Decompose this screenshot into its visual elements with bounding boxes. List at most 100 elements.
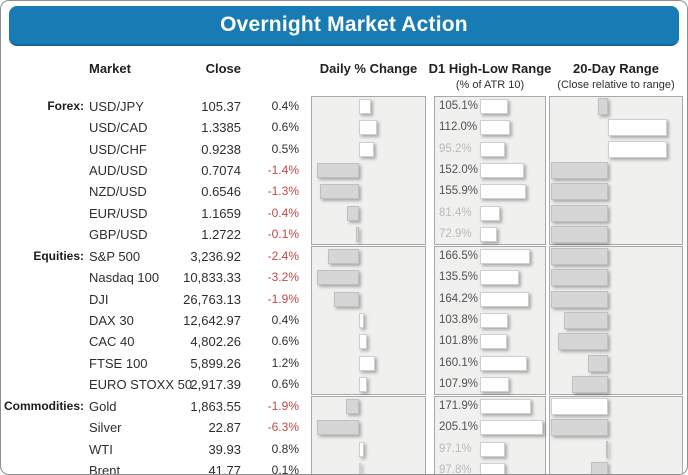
d1-range-label: 95.2% (439, 142, 472, 155)
d1-range-label: 101.8% (439, 335, 479, 348)
market-label: EURO STOXX 50 (89, 376, 193, 392)
column-header-close: Close (205, 61, 241, 76)
pct-value: 0.6% (271, 120, 299, 135)
d1-range-label: 97.1% (439, 442, 472, 455)
daily-change-bar (317, 420, 359, 436)
daily-change-bar (359, 441, 365, 457)
d1-range-label: 160.1% (439, 356, 479, 369)
close-value: 22.87 (208, 420, 241, 436)
close-value: 1.3385 (201, 120, 241, 136)
pct-value: 0.6% (271, 334, 299, 349)
pct-value: -1.4% (267, 162, 299, 177)
market-label: GBP/USD (89, 226, 148, 242)
title-banner: Overnight Market Action (9, 6, 679, 46)
d1-range-bar (480, 313, 508, 329)
market-label: DJI (89, 291, 109, 307)
d1-range-label: 166.5% (439, 250, 479, 262)
pct-value: 0.8% (271, 441, 299, 456)
market-label: USD/CHF (89, 141, 147, 157)
daily-change-bar (317, 270, 359, 286)
section-label: Commodities: (3, 399, 84, 413)
daily-change-bar (356, 226, 359, 242)
daily-change-chart (311, 396, 426, 474)
market-label: CAC 40 (89, 334, 135, 350)
daily-change-bar (359, 120, 377, 136)
page-title: Overnight Market Action (220, 13, 468, 36)
range20-bar (551, 419, 608, 437)
d1-range-bar (480, 355, 528, 371)
close-value: 0.9238 (201, 141, 241, 157)
close-value: 26,763.13 (183, 291, 241, 307)
range20-bar (608, 119, 668, 137)
close-value: 105.37 (201, 99, 241, 114)
daily-change-bar (346, 399, 359, 415)
column-header-20day-range: 20-Day Range (573, 61, 659, 76)
daily-change-bar (359, 313, 365, 329)
daily-change-bar (359, 141, 374, 157)
pct-value: -1.3% (267, 184, 299, 199)
close-value: 4,802.26 (190, 334, 241, 350)
pct-value: 0.4% (271, 99, 299, 113)
d1-range-label: 97.8% (439, 463, 472, 475)
column-subheader-20day-range: (Close relative to range) (557, 79, 675, 91)
range20-bar (597, 98, 608, 116)
daily-change-bar (320, 184, 359, 200)
d1-range-label: 105.1% (439, 100, 479, 112)
column-header-d1-range: D1 High-Low Range (428, 61, 552, 76)
range20-bar (551, 269, 608, 287)
range20-bar (588, 354, 608, 372)
market-label: NZD/USD (89, 184, 147, 200)
d1-range-bar (480, 463, 506, 474)
close-value: 1.1659 (201, 205, 241, 221)
pct-value: 0.4% (271, 312, 299, 327)
column-header-daily-change: Daily % Change (319, 61, 418, 76)
daily-change-chart (311, 246, 426, 395)
range20-bar (563, 312, 608, 330)
d1-range-label: 155.9% (439, 185, 479, 198)
range20-bar (551, 183, 608, 201)
market-label: S&P 500 (89, 249, 141, 264)
d1-range-label: 81.4% (439, 206, 472, 219)
pct-value: -2.4% (267, 249, 299, 263)
d1-range-bar (480, 141, 505, 157)
daily-change-bar (359, 334, 367, 350)
d1-range-label: 107.9% (439, 377, 479, 390)
close-value: 41.77 (208, 462, 241, 475)
market-label: Silver (89, 420, 122, 436)
daily-change-bar (359, 463, 361, 474)
close-value: 1.2722 (201, 226, 241, 242)
d1-range-label: 103.8% (439, 313, 479, 326)
d1-range-bar (480, 399, 532, 415)
pct-value: -1.9% (267, 399, 299, 413)
d1-range-bar (480, 334, 507, 350)
pct-value: 1.2% (271, 355, 299, 370)
d1-range-label: 135.5% (439, 271, 479, 284)
range20-bar (551, 290, 608, 308)
close-value: 10,833.33 (183, 270, 241, 286)
range20-bar (558, 333, 608, 351)
pct-value: -1.9% (267, 291, 299, 306)
d1-range-bar (480, 163, 525, 179)
daily-change-bar (347, 205, 359, 221)
daily-change-bar (317, 163, 359, 179)
market-label: Nasdaq 100 (89, 270, 160, 286)
daily-change-bar (359, 99, 371, 115)
d1-range-label: 72.9% (439, 227, 472, 240)
range20-bar (551, 204, 608, 222)
pct-value: -0.4% (267, 205, 299, 220)
d1-range-label: 164.2% (439, 292, 479, 305)
market-label: DAX 30 (89, 312, 134, 328)
range20-bar (605, 440, 608, 458)
d1-range-bar (480, 226, 497, 242)
pct-value: 0.5% (271, 141, 299, 156)
d1-range-bar (480, 249, 530, 265)
daily-change-bar (359, 376, 367, 392)
daily-change-bar (327, 249, 359, 265)
market-label: FTSE 100 (89, 355, 148, 371)
close-value: 5,899.26 (190, 355, 241, 371)
daily-change-bar (334, 291, 359, 307)
market-label: Gold (89, 399, 117, 414)
daily-change-bar (359, 355, 375, 371)
pct-value: -3.2% (267, 270, 299, 285)
